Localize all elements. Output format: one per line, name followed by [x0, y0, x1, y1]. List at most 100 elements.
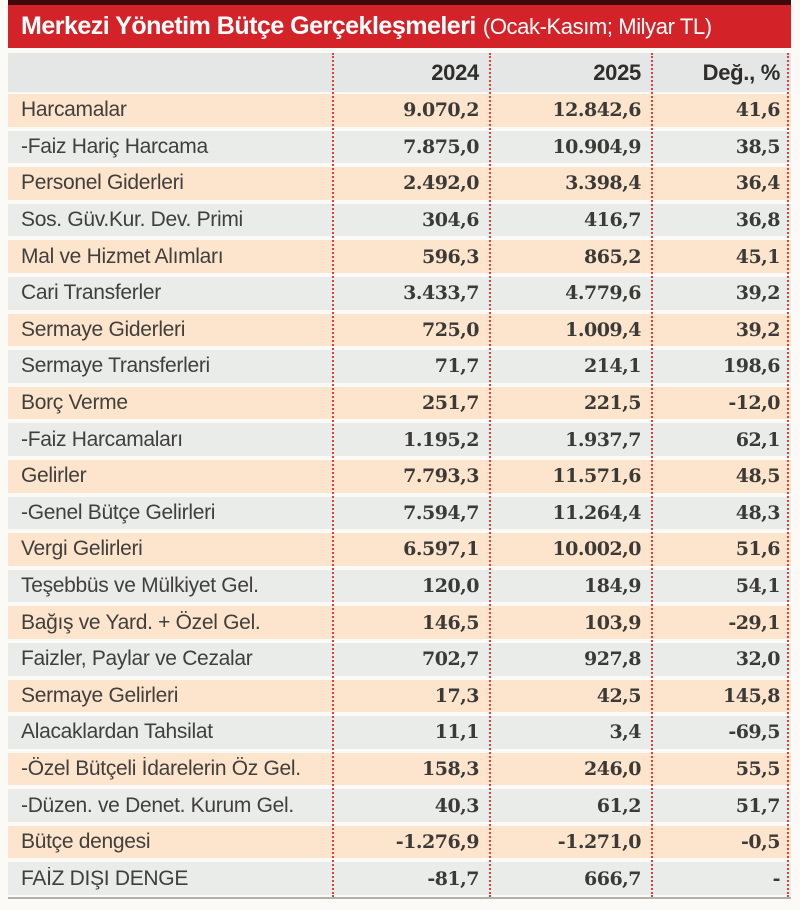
value-2025: 927,8 [584, 648, 642, 671]
table-row: -Düzen. ve Denet. Kurum Gel. 40,3 61,2 5… [8, 787, 791, 824]
title-banner: Merkezi Yönetim Bütçe Gerçekleşmeleri (Oc… [8, 0, 791, 48]
value-2024: 7.793,3 [403, 465, 479, 488]
value-2025: 666,7 [584, 867, 642, 890]
value-2025: 10.904,9 [552, 135, 641, 158]
row-label: Sermaye Gelirleri [21, 683, 179, 707]
table-row: Teşebbüs ve Mülkiyet Gel. 120,0 184,9 54… [8, 567, 791, 605]
value-2024: 7.875,0 [403, 135, 479, 158]
value-2025: 1.937,7 [565, 428, 641, 451]
value-2025: 12.842,6 [552, 99, 641, 122]
table-header-row: 2024 2025 Değ., % [8, 53, 791, 92]
value-2025: -1.271,0 [557, 831, 642, 854]
table-row: -Genel Bütçe Gelirleri 7.594,7 11.264,4 … [8, 494, 791, 532]
budget-table: 2024 2025 Değ., % Harcamalar 9.070,2 12.… [8, 53, 791, 899]
value-change-pct: 54,1 [735, 575, 781, 598]
value-2025: 42,5 [596, 684, 642, 707]
row-label: Sermaye Transferleri [21, 354, 210, 378]
value-2025: 11.264,4 [552, 501, 641, 524]
header-change-pct: Değ., % [702, 59, 781, 85]
row-label: Vergi Gelirleri [21, 537, 143, 561]
table-row: Sermaye Gelirleri 17,3 42,5 145,8 [8, 677, 791, 715]
table-row: Personel Giderleri 2.492,0 3.398,4 36,4 [8, 165, 791, 202]
table-row: Alacaklardan Tahsilat 11,1 3,4 -69,5 [8, 714, 791, 751]
row-label: Gelirler [21, 464, 87, 488]
table-row: Mal ve Hizmet Alımları 596,3 865,2 45,1 [8, 238, 791, 275]
row-label: Sermaye Giderleri [21, 317, 186, 341]
value-change-pct: -12,0 [728, 392, 780, 415]
header-2024: 2024 [431, 59, 479, 85]
table-row: Harcamalar 9.070,2 12.842,6 41,6 [8, 92, 791, 129]
value-2024: 2.492,0 [403, 172, 479, 195]
value-change-pct: 39,2 [735, 282, 781, 305]
value-2024: 40,3 [434, 794, 480, 817]
table-row: Borç Verme 251,7 221,5 -12,0 [8, 384, 791, 422]
value-2025: 3,4 [609, 721, 641, 744]
value-2025: 103,9 [584, 611, 642, 634]
header-2025: 2025 [593, 59, 641, 85]
value-2024: 71,7 [434, 355, 480, 378]
value-2024: 304,6 [422, 209, 480, 232]
row-label: FAİZ DIŞI DENGE [21, 866, 189, 890]
value-change-pct: 48,3 [735, 501, 781, 524]
table-row: Vergi Gelirleri 6.597,1 10.002,0 51,6 [8, 531, 791, 568]
value-2025: 246,0 [584, 757, 642, 780]
value-2024: 6.597,1 [403, 538, 479, 561]
value-2025: 4.779,6 [565, 282, 641, 305]
value-2025: 61,2 [596, 794, 642, 817]
value-change-pct: - [772, 867, 781, 890]
table-row: Cari Transferler 3.433,7 4.779,6 39,2 [8, 274, 791, 312]
value-change-pct: -29,1 [728, 611, 780, 634]
row-label: Bağış ve Yard. + Özel Gel. [21, 610, 261, 634]
row-label: Faizler, Paylar ve Cezalar [21, 647, 253, 671]
value-change-pct: 48,5 [735, 465, 781, 488]
table-row: FAİZ DIŞI DENGE -81,7 666,7 - [8, 860, 791, 898]
value-2025: 3.398,4 [565, 172, 641, 195]
value-change-pct: 41,6 [735, 99, 781, 122]
value-change-pct: 145,8 [723, 684, 781, 707]
row-label: -Özel Bütçeli İdarelerin Öz Gel. [21, 756, 301, 780]
value-change-pct: 51,6 [735, 538, 781, 561]
value-change-pct: -69,5 [728, 721, 780, 744]
value-2024: 9.070,2 [403, 99, 479, 122]
row-label: Bütçe dengesi [21, 830, 151, 854]
value-2025: 10.002,0 [552, 538, 641, 561]
value-2024: 146,5 [422, 611, 480, 634]
page-subtitle: (Ocak-Kasım; Milyar TL) [482, 14, 712, 39]
value-change-pct: 38,5 [735, 135, 781, 158]
table-body: Harcamalar 9.070,2 12.842,6 41,6 -Faiz H… [8, 92, 791, 898]
row-label: Sos. Güv.Kur. Dev. Primi [21, 208, 243, 232]
value-2025: 416,7 [584, 209, 642, 232]
value-2025: 865,2 [584, 245, 642, 268]
table-row: Sermaye Giderleri 725,0 1.009,4 39,2 [8, 311, 791, 349]
table-row: -Özel Bütçeli İdarelerin Öz Gel. 158,3 2… [8, 750, 791, 788]
row-label: Teşebbüs ve Mülkiyet Gel. [21, 574, 259, 598]
table-row: Gelirler 7.793,3 11.571,6 48,5 [8, 457, 791, 495]
row-label: Borç Verme [21, 391, 128, 415]
row-label: Harcamalar [21, 98, 127, 122]
table-row: Bütçe dengesi -1.276,9 -1.271,0 -0,5 [8, 823, 791, 861]
value-2025: 221,5 [584, 392, 642, 415]
value-change-pct: 45,1 [735, 245, 781, 268]
table-row: Bağış ve Yard. + Özel Gel. 146,5 103,9 -… [8, 604, 791, 641]
value-change-pct: 55,5 [735, 757, 781, 780]
row-label: Personel Giderleri [21, 171, 184, 195]
value-change-pct: 198,6 [723, 355, 781, 378]
row-label: -Genel Bütçe Gelirleri [21, 500, 216, 524]
page-title: Merkezi Yönetim Bütçe Gerçekleşmeleri [21, 12, 476, 40]
table-row: Faizler, Paylar ve Cezalar 702,7 927,8 3… [8, 640, 791, 678]
value-2024: 1.195,2 [403, 428, 479, 451]
table-row: Sos. Güv.Kur. Dev. Primi 304,6 416,7 36,… [8, 201, 791, 239]
value-2024: -1.276,9 [395, 831, 480, 854]
value-2025: 214,1 [584, 355, 642, 378]
value-change-pct: 36,4 [735, 172, 781, 195]
value-2024: 596,3 [422, 245, 480, 268]
row-label: -Faiz Harcamaları [21, 427, 183, 451]
row-label: -Düzen. ve Denet. Kurum Gel. [21, 793, 294, 817]
value-2025: 184,9 [584, 575, 642, 598]
value-2024: 158,3 [422, 757, 480, 780]
row-label: Alacaklardan Tahsilat [21, 720, 213, 744]
value-2025: 1.009,4 [565, 318, 641, 341]
value-2024: 251,7 [422, 392, 480, 415]
value-change-pct: 32,0 [735, 648, 781, 671]
